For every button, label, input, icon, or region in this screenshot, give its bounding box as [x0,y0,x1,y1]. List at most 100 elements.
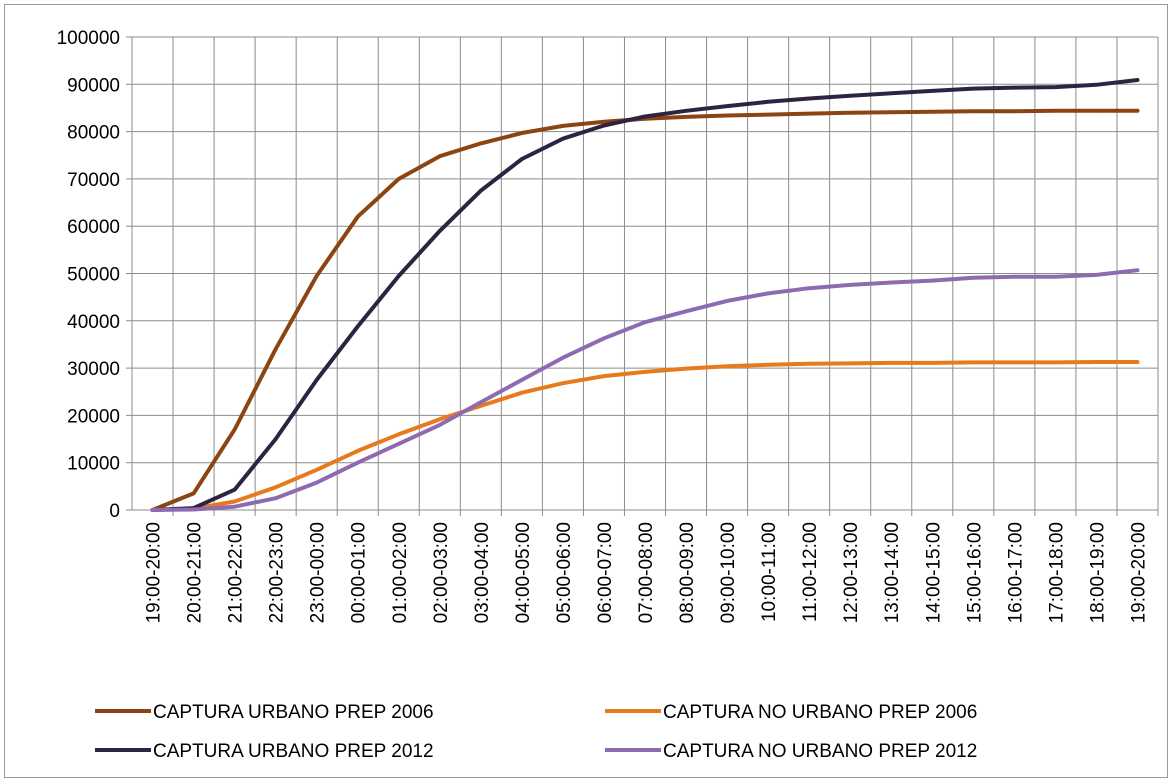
data-point [356,325,360,328]
data-point [602,336,606,340]
series-line-3 [150,78,1140,512]
x-tick-label: 14:00-15:00 [923,522,944,623]
x-tick-label: 11:00-12:00 [800,522,821,622]
x-tick-label: 00:00-01:00 [349,522,370,623]
legend-item: CAPTURA NO URBANO PREP 2006 [605,702,977,723]
data-point [848,361,852,365]
data-point [315,378,319,382]
data-point [602,124,606,127]
data-point [315,468,319,472]
y-tick-label: 20000 [67,406,120,427]
data-point [807,286,811,290]
data-point [807,97,811,100]
y-axis-tick-labels: 0 10000 20000 30000 40000 50000 60000 70000 8000… [57,28,120,522]
data-point [520,157,524,161]
x-tick-label: 19:00-20:00 [1128,522,1149,623]
data-point [274,437,278,441]
data-point [1136,109,1139,113]
data-point [1136,78,1139,82]
data-point [807,112,811,116]
data-point [725,104,729,108]
x-tick-label: 13:00-14:00 [882,522,903,623]
y-tick-label: 60000 [67,217,120,238]
data-point [848,94,852,98]
data-point [1012,275,1016,279]
x-tick-label: 06:00-07:00 [595,522,616,623]
series-lines [150,78,1140,512]
x-tick-label: 10:00-11:00 [759,522,780,622]
data-point [274,485,278,489]
data-point [397,274,401,278]
data-point [1094,109,1098,113]
data-point [397,442,401,446]
data-point [725,114,729,117]
data-point [643,320,647,324]
data-point [643,115,647,118]
x-tick-label: 02:00-03:00 [431,522,452,623]
x-tick-label: 22:00-23:00 [267,522,288,623]
data-point [192,491,196,495]
data-point [438,229,442,233]
data-point [971,360,975,364]
data-point [397,177,401,181]
data-point [233,428,237,432]
data-point [1053,85,1057,89]
legend-label: CAPTURA URBANO PREP 2012 [153,741,434,762]
data-point [766,113,770,117]
data-point [971,87,975,91]
x-tick-label: 20:00-21:00 [185,522,206,623]
x-tick-label: 16:00-17:00 [1005,522,1026,623]
data-point [766,363,770,367]
x-tick-label: 15:00-16:00 [964,522,985,623]
data-point [889,281,893,284]
data-point [602,374,606,378]
y-tick-label: 80000 [67,123,120,144]
data-point [233,505,237,509]
data-point [1136,268,1139,272]
data-point [479,404,483,408]
legend-label: CAPTURA NO URBANO PREP 2012 [663,741,977,762]
data-point [561,381,565,385]
y-tick-label: 40000 [67,312,120,333]
data-point [1012,86,1016,90]
legend-item: CAPTURA URBANO PREP 2012 [95,741,434,762]
data-point [766,291,770,295]
legend-item: CAPTURA NO URBANO PREP 2012 [605,741,977,762]
data-point [561,137,565,141]
y-tick-label: 10000 [67,454,120,475]
data-point [479,189,483,193]
legend-label: CAPTURA URBANO PREP 2006 [153,702,434,723]
data-point [520,378,524,382]
data-point [1053,109,1057,113]
x-tick-label: 01:00-02:00 [390,522,411,623]
data-point [889,361,893,365]
data-point [1094,360,1098,364]
x-tick-label: 23:00-00:00 [308,522,329,623]
data-point [930,361,934,365]
data-point [930,110,934,114]
y-tick-label: 30000 [67,359,120,380]
data-point [520,131,524,135]
data-point [766,100,770,104]
x-tick-label: 05:00-06:00 [554,522,575,623]
x-tick-label: 18:00-19:00 [1087,522,1108,623]
data-point [397,432,401,436]
y-tick-label: 0 [109,501,120,522]
x-tick-label: 08:00-09:00 [677,522,698,623]
data-point [889,110,893,114]
data-point [643,370,647,374]
data-point [315,481,319,485]
data-point [1094,83,1098,87]
x-axis-tick-labels: 19:00-20:00 20:00-21:00 21:00-22:00 22:00-2… [144,522,1150,623]
data-point [848,283,852,287]
x-tick-label: 19:00-20:00 [144,522,165,623]
data-point [561,356,565,360]
data-point [684,309,688,313]
data-point [233,500,237,503]
data-point [561,124,565,128]
data-point [1053,360,1057,364]
data-point [889,91,893,95]
data-point [971,276,975,280]
data-point [274,496,278,500]
